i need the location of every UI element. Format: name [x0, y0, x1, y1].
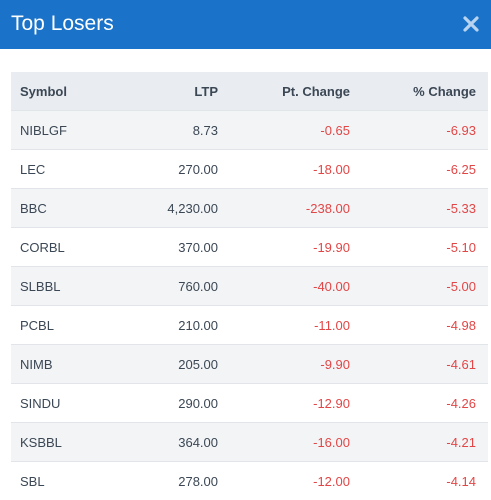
pct-change-cell: -4.21	[350, 423, 488, 462]
column-header-pct-change[interactable]: % Change	[350, 72, 488, 111]
ltp-cell: 205.00	[140, 345, 218, 384]
table-header-row: Symbol LTP Pt. Change % Change	[11, 72, 488, 111]
column-header-ltp[interactable]: LTP	[140, 72, 218, 111]
symbol-cell: SLBBL	[11, 267, 140, 306]
pt-change-cell: -9.90	[218, 345, 350, 384]
modal-title: Top Losers	[11, 11, 114, 37]
pct-change-cell: -6.93	[350, 111, 488, 150]
ltp-cell: 760.00	[140, 267, 218, 306]
pt-change-cell: -12.00	[218, 462, 350, 500]
close-icon[interactable]	[462, 15, 480, 33]
symbol-cell: PCBL	[11, 306, 140, 345]
ltp-cell: 270.00	[140, 150, 218, 189]
pt-change-cell: -11.00	[218, 306, 350, 345]
pct-change-cell: -4.26	[350, 384, 488, 423]
pt-change-cell: -0.65	[218, 111, 350, 150]
pct-change-cell: -4.98	[350, 306, 488, 345]
pct-change-cell: -4.14	[350, 462, 488, 500]
symbol-cell: NIMB	[11, 345, 140, 384]
symbol-cell: CORBL	[11, 228, 140, 267]
symbol-cell: LEC	[11, 150, 140, 189]
pct-change-cell: -5.10	[350, 228, 488, 267]
column-header-symbol[interactable]: Symbol	[11, 72, 140, 111]
ltp-cell: 4,230.00	[140, 189, 218, 228]
ltp-cell: 278.00	[140, 462, 218, 500]
pt-change-cell: -40.00	[218, 267, 350, 306]
symbol-cell: NIBLGF	[11, 111, 140, 150]
ltp-cell: 8.73	[140, 111, 218, 150]
ltp-cell: 370.00	[140, 228, 218, 267]
symbol-cell: SBL	[11, 462, 140, 500]
pt-change-cell: -238.00	[218, 189, 350, 228]
ltp-cell: 290.00	[140, 384, 218, 423]
pct-change-cell: -5.00	[350, 267, 488, 306]
column-header-pt-change[interactable]: Pt. Change	[218, 72, 350, 111]
ltp-cell: 364.00	[140, 423, 218, 462]
pct-change-cell: -6.25	[350, 150, 488, 189]
symbol-cell: BBC	[11, 189, 140, 228]
pt-change-cell: -18.00	[218, 150, 350, 189]
ltp-cell: 210.00	[140, 306, 218, 345]
pt-change-cell: -19.90	[218, 228, 350, 267]
pct-change-cell: -4.61	[350, 345, 488, 384]
pt-change-cell: -16.00	[218, 423, 350, 462]
symbol-cell: SINDU	[11, 384, 140, 423]
pct-change-cell: -5.33	[350, 189, 488, 228]
pt-change-cell: -12.90	[218, 384, 350, 423]
symbol-cell: KSBBL	[11, 423, 140, 462]
modal-header: Top Losers	[0, 0, 491, 49]
